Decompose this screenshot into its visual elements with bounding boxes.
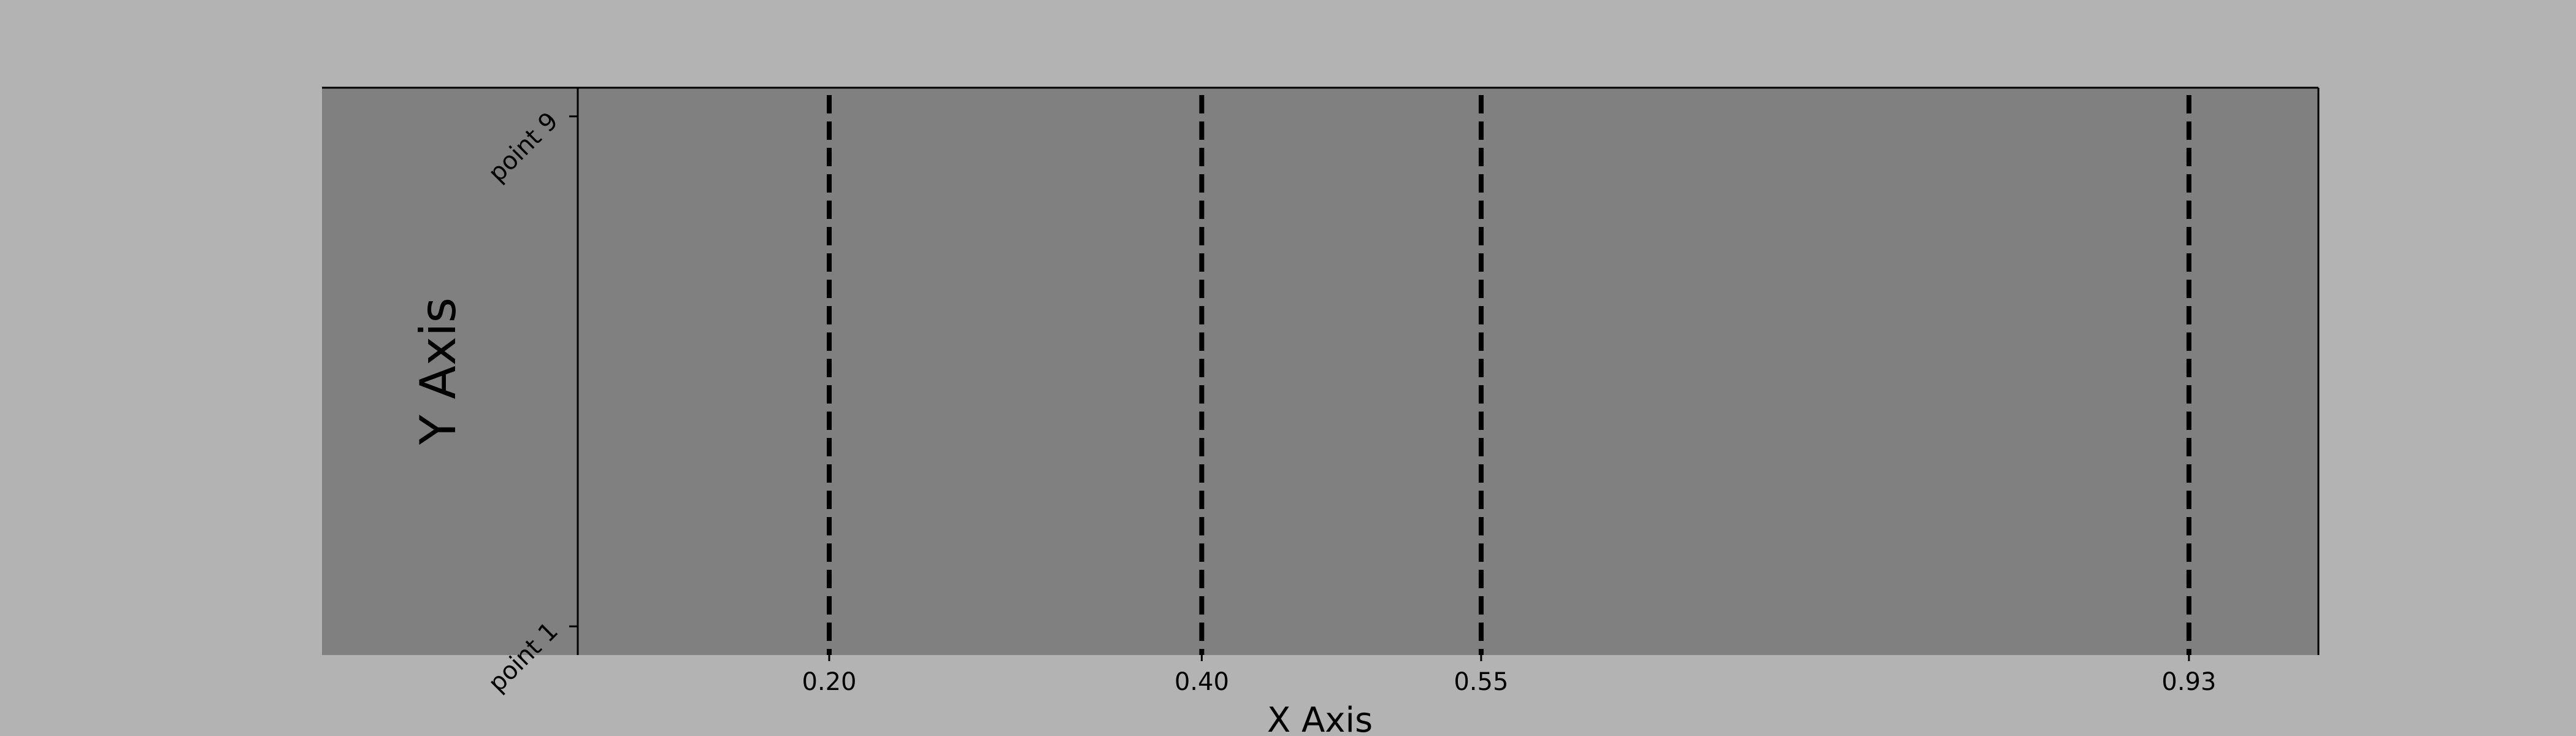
x-tick-label: 0.55 [1454, 668, 1508, 696]
axes-background [322, 88, 2318, 655]
x-axis-title: X Axis [1267, 700, 1373, 736]
x-tick-label: 0.40 [1175, 668, 1229, 696]
vertical-lines-group [826, 95, 2191, 655]
y-axis-title: Y Axis [410, 297, 467, 445]
x-ticks-group: 0.20 0.40 0.55 0.93 [802, 655, 2216, 696]
x-tick-label: 0.20 [802, 668, 856, 696]
x-tick-label: 0.93 [2161, 668, 2216, 696]
